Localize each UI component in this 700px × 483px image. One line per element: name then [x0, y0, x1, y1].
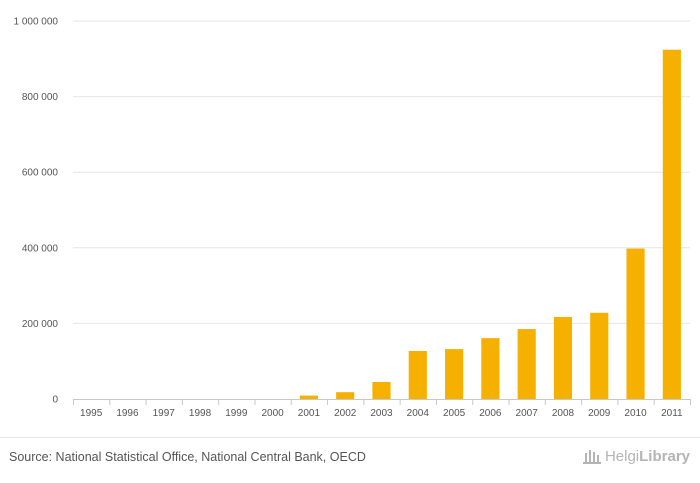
x-tick-label: 2008: [552, 408, 575, 419]
bar: [553, 316, 573, 399]
y-tick-label: 600 000: [22, 168, 59, 179]
x-tick-label: 2004: [407, 408, 430, 419]
x-tick-label: 2011: [661, 408, 683, 419]
x-tick-label: 1999: [225, 408, 248, 419]
bar: [590, 312, 609, 399]
source-note: Source: National Statistical Office, Nat…: [9, 450, 366, 464]
x-tick-label: 2000: [261, 408, 284, 419]
helgi-library-logo[interactable]: HelgiLibrary: [582, 447, 690, 465]
x-tick-label: 2006: [479, 408, 502, 419]
brand-text: HelgiLibrary: [605, 448, 690, 465]
x-tick-label: 2009: [588, 408, 611, 419]
bar: [517, 329, 536, 399]
y-tick-label: 0: [52, 395, 58, 406]
y-tick-label: 200 000: [22, 319, 59, 330]
x-tick-label: 1997: [153, 408, 176, 419]
x-tick-label: 2007: [516, 408, 539, 419]
bar-chart: 0 200 000 400 000 600 000 800 000 1 000 000 19…: [14, 17, 691, 419]
x-tick-label: 1996: [116, 408, 139, 419]
library-building-icon: [582, 450, 601, 464]
x-tick-label: 2003: [370, 408, 393, 419]
x-tick-label: 2002: [334, 408, 357, 419]
x-tick-label: 2005: [443, 408, 466, 419]
x-tick-label: 2010: [624, 408, 647, 419]
bar: [408, 350, 427, 399]
x-tick-label: 2001: [298, 408, 321, 419]
bar: [336, 392, 355, 399]
bar: [445, 349, 464, 399]
brand-helgi: Helgi: [604, 448, 640, 465]
bar: [299, 395, 318, 399]
bar: [626, 248, 645, 399]
y-tick-label: 800 000: [22, 92, 59, 103]
bar: [481, 338, 500, 399]
x-tick-label: 1998: [189, 408, 212, 419]
y-tick-label: 1 000 000: [14, 17, 59, 28]
brand-library: Library: [639, 448, 690, 465]
y-tick-label: 400 000: [22, 243, 59, 254]
bar: [372, 381, 391, 399]
x-tick-label: 1995: [80, 408, 103, 419]
footer-divider: [0, 437, 700, 438]
bar: [662, 49, 681, 400]
